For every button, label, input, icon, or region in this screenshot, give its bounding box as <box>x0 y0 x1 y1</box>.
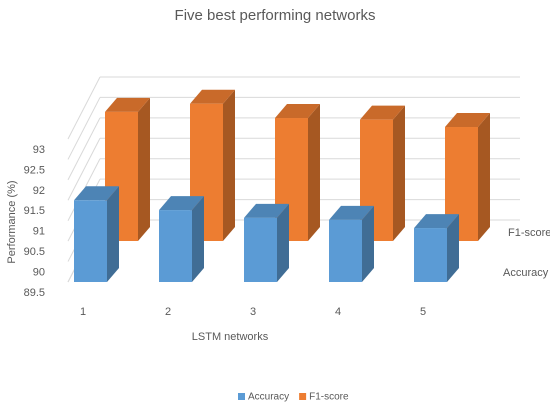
bar-side <box>223 89 235 241</box>
x-tick-label: 1 <box>80 306 86 318</box>
x-tick-label: 4 <box>335 306 341 318</box>
bar-top <box>244 203 289 218</box>
bar-top <box>360 105 405 120</box>
series-axis-label: F1-score <box>508 227 550 239</box>
bar-side <box>478 113 490 241</box>
y-tick-label: 93 <box>33 144 45 156</box>
bar <box>414 228 447 282</box>
bar-top <box>105 97 150 112</box>
bar-side <box>393 105 405 241</box>
bar-top <box>159 196 204 211</box>
legend-swatch <box>238 393 245 400</box>
y-tick-label: 91 <box>33 226 45 238</box>
bar-side <box>192 196 204 282</box>
legend-label: Accuracy <box>248 392 289 403</box>
bar-top <box>445 113 490 128</box>
bar-side <box>308 104 320 242</box>
bar-side <box>362 205 374 282</box>
bar <box>159 210 192 282</box>
bar-top <box>74 186 119 201</box>
y-axis-title: Performance (%) <box>6 180 18 263</box>
bar-side <box>447 214 459 282</box>
x-tick-label: 2 <box>165 306 171 318</box>
x-axis-title: LSTM networks <box>192 331 269 343</box>
chart-title: Five best performing networks <box>175 7 376 24</box>
x-tick-label: 3 <box>250 306 256 318</box>
grid-line <box>67 76 101 140</box>
y-tick-label: 90 <box>33 266 45 278</box>
y-tick-label: 92.5 <box>24 164 45 176</box>
y-tick-label: 92 <box>33 185 45 197</box>
bar-top <box>275 104 320 119</box>
bar-side <box>107 186 119 282</box>
bar <box>244 217 277 282</box>
legend-swatch <box>299 393 307 400</box>
bar <box>329 219 362 282</box>
bar <box>74 200 107 282</box>
grid-line <box>67 97 101 160</box>
grid-line <box>67 117 101 181</box>
y-tick-label: 89.5 <box>24 287 45 299</box>
y-tick-label: 90.5 <box>24 246 45 258</box>
bar-top <box>414 214 459 229</box>
bar-top <box>329 205 374 220</box>
x-tick-label: 5 <box>420 306 426 318</box>
legend-label: F1-score <box>309 392 349 403</box>
bar-side <box>138 97 150 242</box>
grid-line <box>67 138 101 201</box>
bar-top <box>190 89 235 104</box>
bar-side <box>277 203 289 282</box>
y-tick-label: 91.5 <box>24 205 45 217</box>
series-axis-label: Accuracy <box>503 267 549 279</box>
